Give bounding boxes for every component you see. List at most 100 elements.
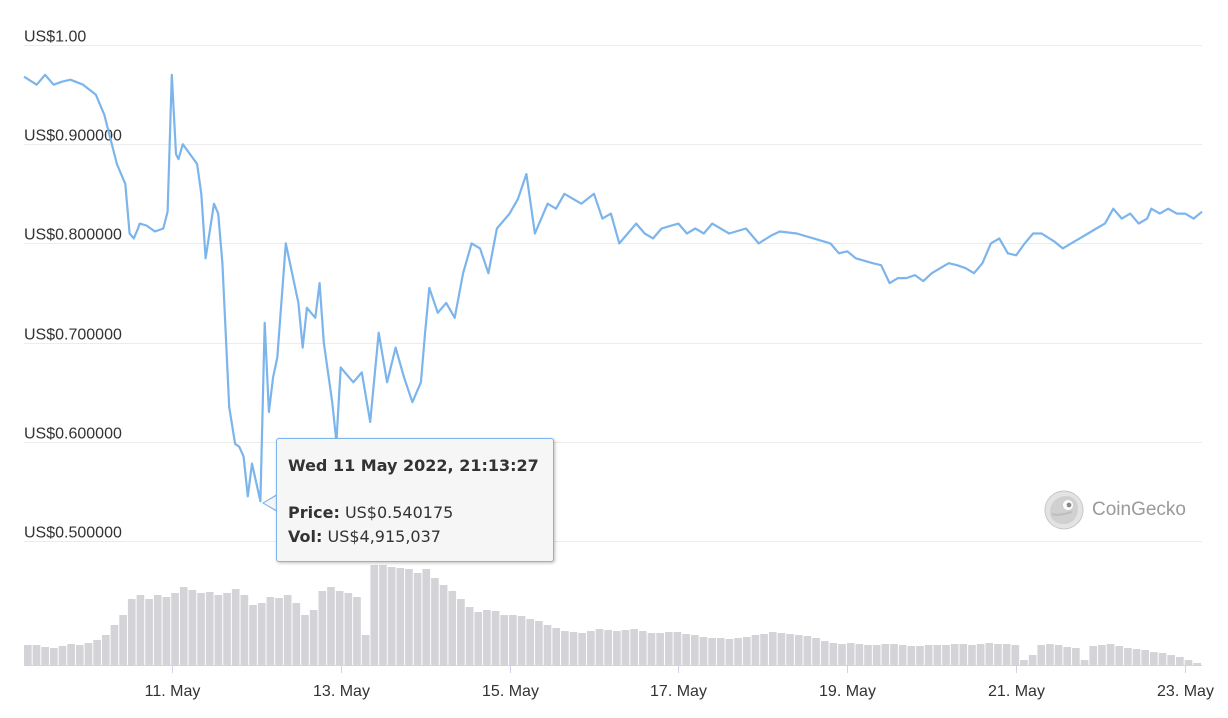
y-tick-label: US$0.800000 bbox=[24, 227, 122, 244]
volume-bar bbox=[664, 632, 673, 665]
volume-bar bbox=[673, 632, 682, 665]
x-tick-label: 13. May bbox=[313, 683, 370, 700]
tooltip-vol-label: Vol: bbox=[288, 527, 323, 546]
x-tick-label: 15. May bbox=[482, 683, 539, 700]
volume-bar bbox=[846, 643, 855, 665]
volume-bar bbox=[257, 603, 266, 665]
volume-bar bbox=[84, 643, 93, 665]
tooltip-date: Wed 11 May 2022, 21:13:27 bbox=[288, 456, 539, 475]
volume-bar bbox=[1150, 652, 1158, 665]
volume-bar bbox=[569, 632, 578, 665]
volume-bar bbox=[786, 634, 794, 665]
volume-bar bbox=[1002, 644, 1011, 665]
volume-bar bbox=[777, 633, 786, 665]
volume-bar bbox=[344, 593, 353, 665]
volume-bar bbox=[1193, 663, 1201, 665]
volume-bar bbox=[457, 599, 465, 665]
volume-bar bbox=[864, 645, 872, 665]
volume-bar bbox=[361, 635, 370, 665]
volume-bar bbox=[742, 637, 751, 665]
tooltip-price-value: US$0.540175 bbox=[344, 503, 454, 522]
y-tick-label: US$0.900000 bbox=[24, 128, 122, 145]
volume-bar bbox=[197, 593, 205, 665]
volume-bar bbox=[630, 629, 638, 665]
volume-bar bbox=[1124, 648, 1132, 665]
volume-bar bbox=[93, 640, 101, 665]
volume-bar bbox=[214, 595, 223, 665]
volume-bar bbox=[301, 615, 309, 665]
volume-bar bbox=[985, 643, 994, 665]
volume-bar bbox=[153, 595, 162, 665]
volume-bar bbox=[292, 603, 301, 665]
volume-bar bbox=[353, 597, 361, 665]
y-tick-label: US$0.700000 bbox=[24, 327, 122, 344]
tooltip-pointer-inner bbox=[264, 495, 278, 511]
volume-bar bbox=[578, 633, 587, 665]
volume-bar bbox=[838, 644, 846, 665]
volume-bar bbox=[890, 644, 898, 665]
volume-bar bbox=[1046, 644, 1054, 665]
volume-bar bbox=[1020, 660, 1028, 665]
volume-bar bbox=[812, 638, 820, 665]
volume-bar bbox=[1054, 645, 1063, 665]
volume-bar bbox=[1176, 657, 1184, 665]
volume-bar bbox=[205, 592, 214, 665]
volume-bar bbox=[881, 644, 890, 665]
volume-bar bbox=[249, 605, 257, 665]
volume-bar bbox=[638, 631, 647, 665]
volume-bar bbox=[439, 585, 448, 665]
volume-bar bbox=[483, 610, 491, 665]
volume-bar bbox=[327, 587, 335, 665]
volume-bar bbox=[474, 612, 483, 665]
tooltip-price-row: Price: US$0.540175 bbox=[288, 503, 453, 522]
volume-bar bbox=[959, 644, 968, 665]
volume-bar bbox=[110, 625, 119, 665]
volume-bar bbox=[595, 629, 604, 665]
volume-bar bbox=[283, 595, 292, 665]
x-tick-label: 19. May bbox=[819, 683, 876, 700]
volume-bar bbox=[1080, 660, 1089, 665]
volume-bar bbox=[431, 578, 439, 665]
volume-bar bbox=[448, 591, 457, 665]
volume-bar bbox=[1132, 649, 1141, 665]
volume-bar bbox=[647, 633, 656, 665]
volume-bar bbox=[517, 616, 526, 665]
volume-bar bbox=[924, 645, 933, 665]
y-tick-label: US$0.600000 bbox=[24, 426, 122, 443]
volume-bar bbox=[370, 565, 379, 665]
volume-bar bbox=[67, 644, 75, 665]
tooltip-vol-value: US$4,915,037 bbox=[327, 527, 441, 546]
volume-bar bbox=[379, 565, 387, 665]
volume-bar bbox=[101, 635, 110, 665]
price-line bbox=[23, 73, 1203, 503]
volume-bar bbox=[916, 646, 924, 665]
volume-bar bbox=[803, 636, 812, 665]
volume-bar bbox=[604, 630, 612, 665]
volume-bar bbox=[725, 639, 734, 665]
volume-bar bbox=[1167, 655, 1176, 665]
volume-bar bbox=[656, 633, 664, 665]
tooltip-price-label: Price: bbox=[288, 503, 340, 522]
volume-bar bbox=[976, 644, 985, 665]
volume-bar bbox=[708, 638, 716, 665]
volume-bar bbox=[613, 631, 621, 665]
volume-bar bbox=[1072, 648, 1080, 665]
volume-bar bbox=[24, 645, 32, 665]
volume-bar bbox=[171, 593, 179, 665]
x-tick-label: 11. May bbox=[145, 683, 201, 700]
volume-bar bbox=[1037, 645, 1046, 665]
volume-bar bbox=[75, 645, 84, 665]
volume-bar bbox=[318, 591, 327, 665]
volume-bar bbox=[543, 625, 552, 665]
volume-bar bbox=[526, 619, 535, 665]
volume-bar bbox=[751, 635, 760, 665]
volume-bar bbox=[422, 569, 431, 665]
volume-bar bbox=[335, 591, 344, 665]
volume-bar bbox=[734, 638, 742, 665]
volume-bar bbox=[162, 597, 171, 665]
watermark-text: CoinGecko bbox=[1092, 499, 1186, 520]
volume-bar bbox=[561, 631, 569, 665]
volume-bar bbox=[1011, 645, 1020, 665]
gecko-logo-icon bbox=[1044, 490, 1084, 530]
